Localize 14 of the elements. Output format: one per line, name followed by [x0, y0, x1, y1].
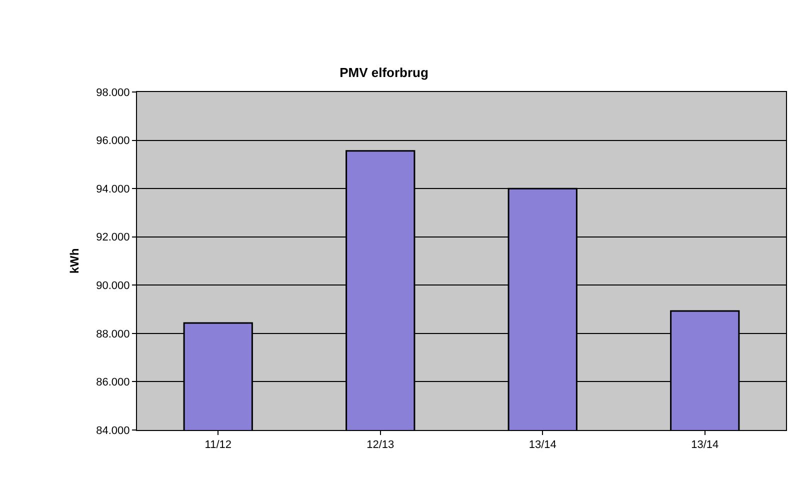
x-tick-label: 13/14 [528, 439, 556, 452]
chart-title: PMV elforbrug [340, 65, 428, 80]
y-tick-label: 86.000 [96, 376, 130, 389]
y-tick-label: 84.000 [96, 424, 130, 437]
y-tick-label: 88.000 [96, 328, 130, 340]
x-tick-label: 11/12 [204, 439, 232, 452]
y-tick-label: 94.000 [96, 183, 130, 196]
x-tick-label: 12/13 [366, 439, 394, 452]
y-tick-label: 92.000 [96, 232, 130, 244]
y-tick-label: 90.000 [96, 280, 130, 292]
y-tick-label: 96.000 [96, 135, 130, 148]
x-tick-label: 13/14 [691, 439, 719, 452]
y-axis-title: kWh [67, 248, 82, 274]
y-tick-label: 98.000 [96, 86, 130, 99]
